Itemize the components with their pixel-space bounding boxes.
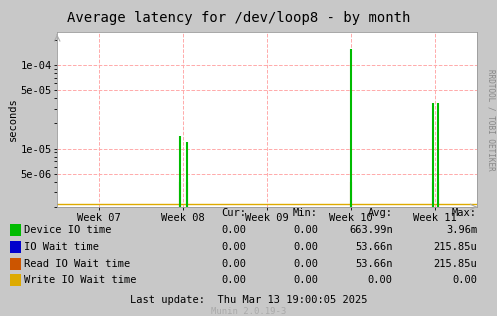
Text: 0.00: 0.00: [221, 259, 246, 269]
Text: 215.85u: 215.85u: [433, 242, 477, 252]
Text: 3.96m: 3.96m: [446, 225, 477, 235]
Text: 53.66n: 53.66n: [355, 259, 393, 269]
Text: Cur:: Cur:: [221, 208, 246, 218]
Text: 663.99n: 663.99n: [349, 225, 393, 235]
Text: Device IO time: Device IO time: [24, 225, 111, 235]
Text: Average latency for /dev/loop8 - by month: Average latency for /dev/loop8 - by mont…: [67, 11, 410, 25]
Text: 0.00: 0.00: [293, 275, 318, 285]
Text: Read IO Wait time: Read IO Wait time: [24, 259, 130, 269]
Y-axis label: seconds: seconds: [7, 97, 17, 141]
Text: 53.66n: 53.66n: [355, 242, 393, 252]
Text: Max:: Max:: [452, 208, 477, 218]
Text: 0.00: 0.00: [221, 242, 246, 252]
Text: 0.00: 0.00: [293, 259, 318, 269]
Text: 0.00: 0.00: [293, 242, 318, 252]
Text: 215.85u: 215.85u: [433, 259, 477, 269]
Text: 0.00: 0.00: [452, 275, 477, 285]
Text: IO Wait time: IO Wait time: [24, 242, 99, 252]
Text: Last update:  Thu Mar 13 19:00:05 2025: Last update: Thu Mar 13 19:00:05 2025: [130, 295, 367, 305]
Text: Min:: Min:: [293, 208, 318, 218]
Text: 0.00: 0.00: [368, 275, 393, 285]
Text: Munin 2.0.19-3: Munin 2.0.19-3: [211, 307, 286, 316]
Text: 0.00: 0.00: [221, 225, 246, 235]
Text: Write IO Wait time: Write IO Wait time: [24, 275, 136, 285]
Text: RRDTOOL / TOBI OETIKER: RRDTOOL / TOBI OETIKER: [487, 69, 496, 171]
Text: 0.00: 0.00: [293, 225, 318, 235]
Text: Avg:: Avg:: [368, 208, 393, 218]
Text: 0.00: 0.00: [221, 275, 246, 285]
